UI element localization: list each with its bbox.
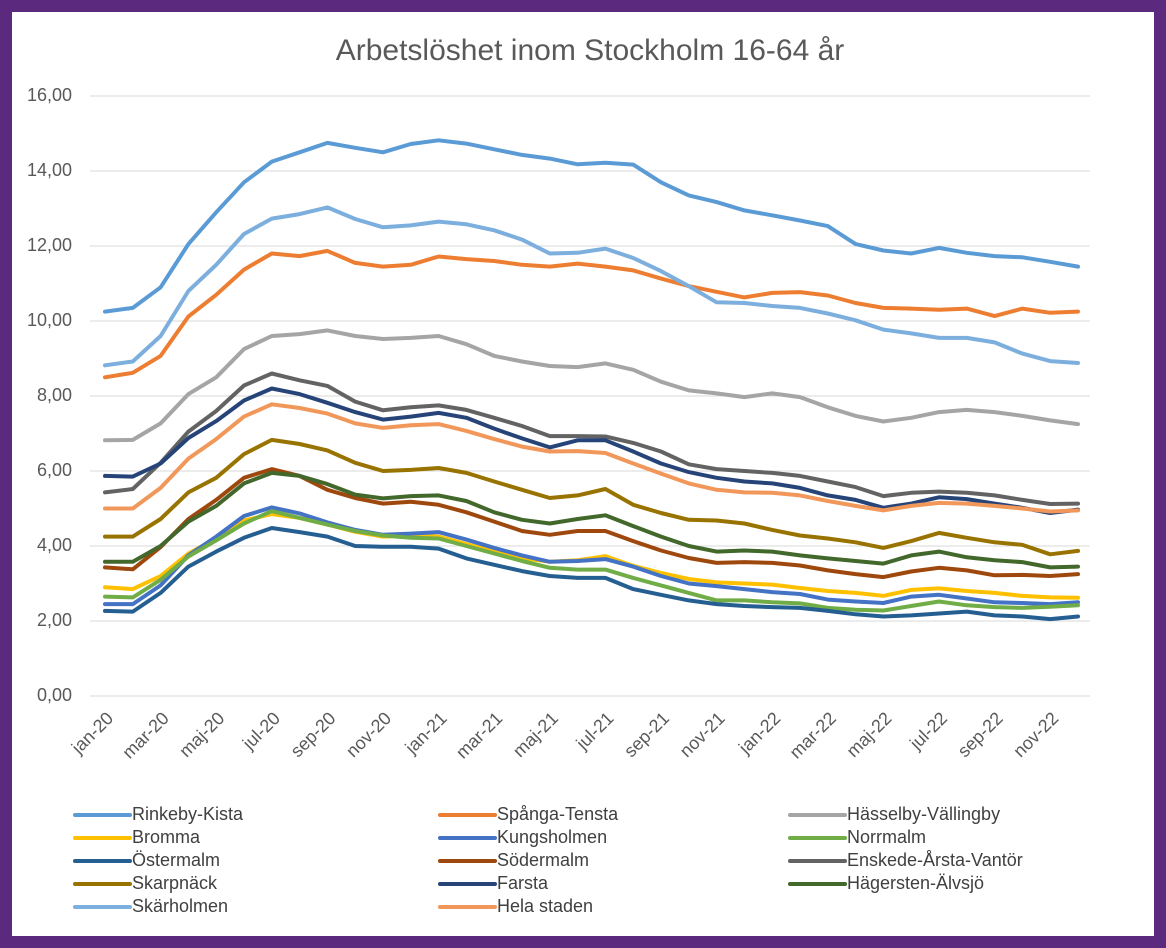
legend-label: Skarpnäck [132, 873, 218, 893]
y-tick-label: 0,00 [37, 685, 72, 705]
y-tick-label: 2,00 [37, 610, 72, 630]
y-tick-label: 16,00 [27, 85, 72, 105]
series-line [103, 371, 1080, 506]
series-line [103, 205, 1080, 368]
legend-label: Södermalm [497, 850, 589, 870]
legend-label: Bromma [132, 827, 201, 847]
legend-label: Kungsholmen [497, 827, 607, 847]
series-line [103, 437, 1080, 557]
series-line [103, 509, 1080, 613]
legend-label: Östermalm [132, 850, 220, 870]
legend-label: Enskede-Årsta-Vantör [847, 850, 1023, 870]
y-tick-label: 10,00 [27, 310, 72, 330]
legend-label: Rinkeby-Kista [132, 804, 244, 824]
legend-label: Skärholmen [132, 896, 228, 916]
series-line [103, 386, 1080, 515]
series-line [103, 248, 1080, 380]
y-tick-label: 8,00 [37, 385, 72, 405]
series-line [103, 467, 1080, 580]
legend-label: Farsta [497, 873, 549, 893]
legend-label: Hässelby-Vällingby [847, 804, 1000, 824]
y-tick-label: 4,00 [37, 535, 72, 555]
legend-label: Spånga-Tensta [497, 804, 619, 824]
series-line [103, 505, 1080, 607]
series-line [103, 138, 1080, 314]
series-line [103, 328, 1080, 443]
series-line [103, 526, 1080, 622]
y-tick-label: 14,00 [27, 160, 72, 180]
chart-background [12, 12, 1154, 936]
y-tick-label: 12,00 [27, 235, 72, 255]
y-tick-label: 6,00 [37, 460, 72, 480]
chart-title: Arbetslöshet inom Stockholm 16-64 år [336, 34, 845, 67]
series-line [103, 402, 1080, 514]
legend-label: Norrmalm [847, 827, 926, 847]
legend-label: Hela staden [497, 896, 593, 916]
legend-label: Hägersten-Älvsjö [847, 873, 984, 893]
series-line [103, 470, 1080, 570]
